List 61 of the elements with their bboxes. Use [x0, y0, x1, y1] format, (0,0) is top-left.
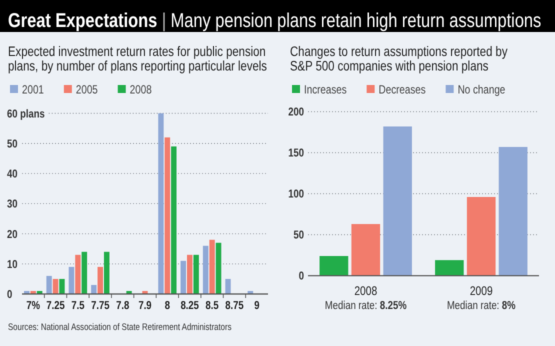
x-tick-label: 7%: [26, 299, 41, 312]
bar: [75, 254, 81, 294]
chart-title: Great Expectations | Many pension plans retain high return assumptions: [8, 8, 542, 32]
y-tick-label: 40: [7, 168, 18, 181]
bar: [46, 276, 52, 294]
legend-label: 2001: [22, 83, 44, 97]
bar: [225, 278, 231, 294]
x-tick-label: 8.5: [206, 299, 219, 312]
y-tick-label: 100: [288, 188, 304, 201]
bar: [498, 146, 528, 276]
y-tick-label: 60 plans: [7, 107, 45, 121]
y-tick-label: 0: [7, 288, 12, 302]
y-tick-label: 0: [298, 270, 304, 283]
bar: [320, 256, 348, 276]
bar: [216, 242, 222, 294]
x-tick-label: 7.9: [138, 299, 152, 312]
bar: [68, 266, 74, 294]
bar: [171, 146, 177, 294]
source-note: Sources: National Association of State Retirement Administrators: [8, 321, 232, 332]
bar: [383, 126, 412, 276]
bar: [351, 224, 380, 276]
bar: [52, 278, 58, 294]
bar: [193, 254, 199, 294]
legend-label: Increases: [304, 83, 348, 97]
chart-subtitle: Changes to return assumptions reported by S&P 500 companies with pension plans: [290, 44, 508, 74]
bar: [202, 246, 208, 294]
bar: [180, 260, 186, 294]
bar: [435, 260, 464, 276]
bar: [104, 252, 110, 294]
x-tick-label: 8.25: [180, 299, 200, 312]
legend-label: 2008: [130, 83, 152, 97]
bar: [98, 266, 104, 294]
bar: [466, 196, 496, 276]
text: Median rate: 8.25%: [324, 299, 408, 312]
y-tick-label: 200: [288, 106, 304, 119]
bar: [59, 278, 65, 294]
bar: [158, 113, 164, 294]
y-tick-label: 10: [7, 258, 18, 272]
chart-subtitle: Expected investment return rates for public pension plans, by number of plans reporting particular levels: [8, 44, 267, 74]
y-tick-label: 20: [7, 228, 18, 242]
bar: [164, 137, 170, 294]
x-tick-label: 9: [254, 299, 260, 312]
x-tick-label: 8.75: [225, 299, 244, 312]
legend-label: No change: [458, 83, 506, 97]
bar: [82, 252, 88, 294]
bar: [186, 254, 192, 294]
y-tick-label: 150: [288, 146, 304, 160]
x-tick-label: 2009: [470, 285, 493, 298]
bar: [91, 284, 97, 294]
y-tick-label: 50: [294, 228, 304, 242]
text: Median rate: 8%: [446, 299, 516, 312]
x-tick-label: 7.5: [71, 299, 85, 312]
legend-label: Decreases: [378, 83, 426, 97]
x-tick-label: 7.8: [116, 299, 130, 312]
y-tick-label: 30: [7, 198, 18, 211]
bar: [209, 240, 215, 294]
legend-label: 2005: [76, 83, 98, 97]
x-tick-label: 7.75: [91, 299, 110, 312]
y-tick-label: 50: [7, 138, 18, 151]
x-tick-label: 8: [164, 299, 170, 312]
x-tick-label: 7.25: [46, 299, 65, 312]
